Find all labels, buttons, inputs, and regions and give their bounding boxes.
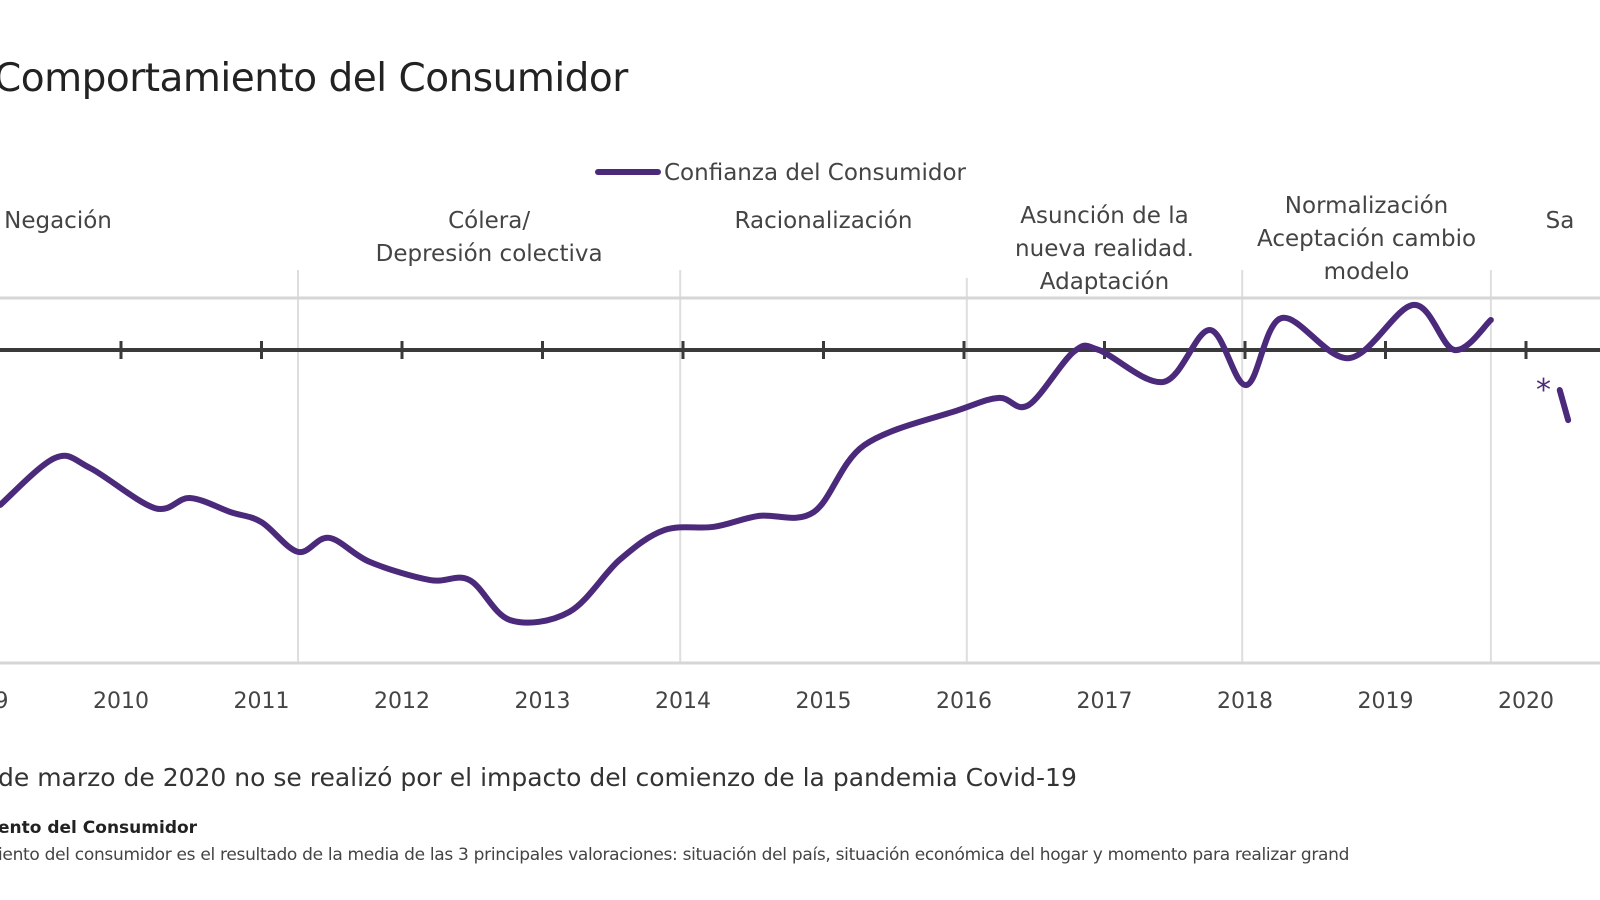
phase-label: Negación	[4, 208, 112, 234]
legend: Confianza del Consumidor	[595, 160, 967, 186]
x-tick-label: 2010	[93, 689, 149, 714]
x-tick-label: 2009	[0, 689, 9, 714]
source-description: iento del consumidor es el resultado de …	[0, 845, 1350, 865]
phase-label: Cólera/ Depresión colectiva	[375, 208, 603, 267]
phase-label: Sa	[1545, 208, 1575, 234]
x-tick-label: 2019	[1358, 689, 1414, 714]
x-tick-label: 2015	[796, 689, 852, 714]
x-tick-label: 2013	[515, 689, 571, 714]
x-tick-label: 2014	[655, 689, 711, 714]
legend-label: Confianza del Consumidor	[664, 160, 967, 186]
series-line-confianza	[0, 301, 1494, 626]
phase-label: Racionalización	[734, 208, 913, 234]
x-tick-label: 2016	[936, 689, 992, 714]
x-tick-label: 2018	[1217, 689, 1273, 714]
phase-label: Normalización Aceptación cambio modelo	[1257, 193, 1477, 285]
x-tick-label: 2012	[374, 689, 430, 714]
series-line-confianza	[1556, 387, 1572, 424]
x-tick-label: 2020	[1498, 689, 1554, 714]
chart-title: Comportamiento del Consumidor	[0, 56, 628, 101]
x-tick-label: 2011	[234, 689, 290, 714]
annotation-asterisk: *	[1536, 373, 1551, 408]
source-title: ento del Consumidor	[0, 818, 198, 838]
phase-label: Asunción de la nueva realidad. Adaptació…	[1015, 203, 1194, 295]
footnote: de marzo de 2020 no se realizó por el im…	[0, 763, 1077, 792]
x-tick-label: 2017	[1077, 689, 1133, 714]
